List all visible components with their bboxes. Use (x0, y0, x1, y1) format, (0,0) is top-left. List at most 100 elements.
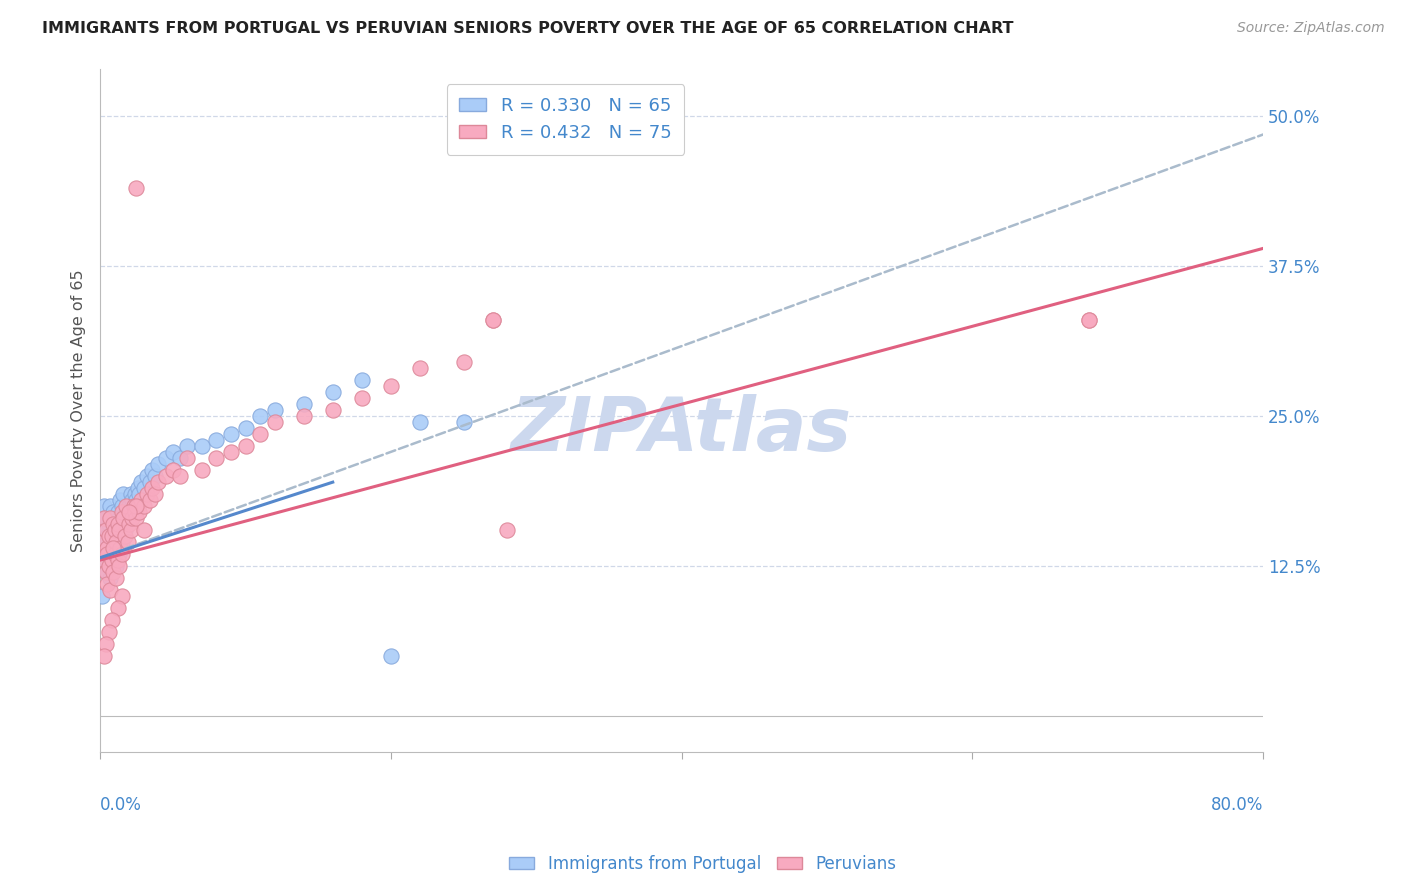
Point (110, 493, 132, 508)
Point (162, 445, 184, 459)
Point (93, 499, 115, 513)
Point (107, 553, 129, 567)
Point (117, 511, 139, 525)
Point (104, 535, 127, 549)
Point (105, 523, 128, 537)
Point (292, 397, 315, 411)
Point (121, 511, 143, 525)
Point (453, 355, 475, 369)
Point (100, 613, 122, 627)
Point (135, 487, 157, 501)
Point (96, 565, 118, 579)
Point (121, 493, 143, 508)
Point (124, 505, 146, 519)
Point (98, 571, 121, 585)
Point (103, 553, 125, 567)
Point (350, 391, 373, 405)
Point (380, 379, 402, 393)
Point (124, 487, 146, 501)
Point (155, 451, 177, 466)
Point (129, 493, 152, 508)
Point (148, 475, 170, 490)
Point (107, 505, 129, 519)
Point (453, 415, 475, 429)
Legend: Immigrants from Portugal, Peruvians: Immigrants from Portugal, Peruvians (502, 848, 904, 880)
Point (107, 517, 129, 532)
Point (94, 523, 117, 537)
Point (110, 529, 132, 543)
Point (96, 577, 118, 591)
Point (104, 511, 127, 525)
Point (103, 565, 125, 579)
Point (96, 535, 118, 549)
Point (138, 493, 160, 508)
Point (132, 481, 155, 495)
Point (104, 523, 127, 537)
Point (128, 487, 150, 501)
Point (104, 547, 127, 561)
Point (191, 439, 214, 453)
Point (481, 313, 503, 327)
Point (141, 481, 163, 495)
Point (118, 505, 141, 519)
Point (169, 451, 191, 466)
Point (409, 361, 432, 376)
Point (125, 181, 148, 195)
Text: IMMIGRANTS FROM PORTUGAL VS PERUVIAN SENIORS POVERTY OVER THE AGE OF 65 CORRELAT: IMMIGRANTS FROM PORTUGAL VS PERUVIAN SEN… (42, 21, 1014, 36)
Point (108, 559, 131, 574)
Point (97, 517, 120, 532)
Point (108, 523, 131, 537)
Text: ZIPAtlas: ZIPAtlas (512, 394, 852, 467)
Point (108, 511, 131, 525)
Text: 80.0%: 80.0% (1211, 797, 1263, 814)
Point (1077, 313, 1099, 327)
Point (496, 523, 519, 537)
Point (111, 499, 134, 513)
Point (292, 409, 315, 424)
Text: 0.0%: 0.0% (100, 797, 142, 814)
Point (97, 547, 120, 561)
Point (155, 469, 177, 483)
Point (97, 529, 120, 543)
Point (105, 535, 128, 549)
Point (132, 499, 155, 513)
Point (112, 511, 135, 525)
Point (111, 589, 134, 603)
Point (103, 517, 125, 532)
Point (409, 415, 432, 429)
Point (111, 535, 134, 549)
Point (91, 523, 114, 537)
Point (90, 589, 112, 603)
Point (235, 439, 257, 453)
Point (263, 415, 285, 429)
Point (97, 625, 120, 640)
Point (162, 463, 184, 477)
Point (98, 511, 121, 525)
Point (148, 457, 170, 471)
Point (98, 499, 121, 513)
Point (135, 469, 157, 483)
Point (235, 421, 257, 435)
Point (105, 559, 128, 574)
Point (125, 499, 148, 513)
Point (380, 648, 402, 663)
Point (219, 445, 242, 459)
Point (205, 433, 228, 447)
Point (132, 523, 155, 537)
Point (125, 511, 148, 525)
Point (115, 505, 138, 519)
Point (93, 553, 115, 567)
Point (122, 499, 145, 513)
Point (112, 487, 135, 501)
Point (118, 499, 141, 513)
Point (105, 571, 128, 585)
Point (322, 385, 344, 400)
Point (100, 529, 122, 543)
Point (122, 499, 145, 513)
Point (103, 505, 125, 519)
Point (1077, 313, 1099, 327)
Point (205, 451, 228, 466)
Point (249, 427, 271, 442)
Point (100, 553, 122, 567)
Point (94, 511, 117, 525)
